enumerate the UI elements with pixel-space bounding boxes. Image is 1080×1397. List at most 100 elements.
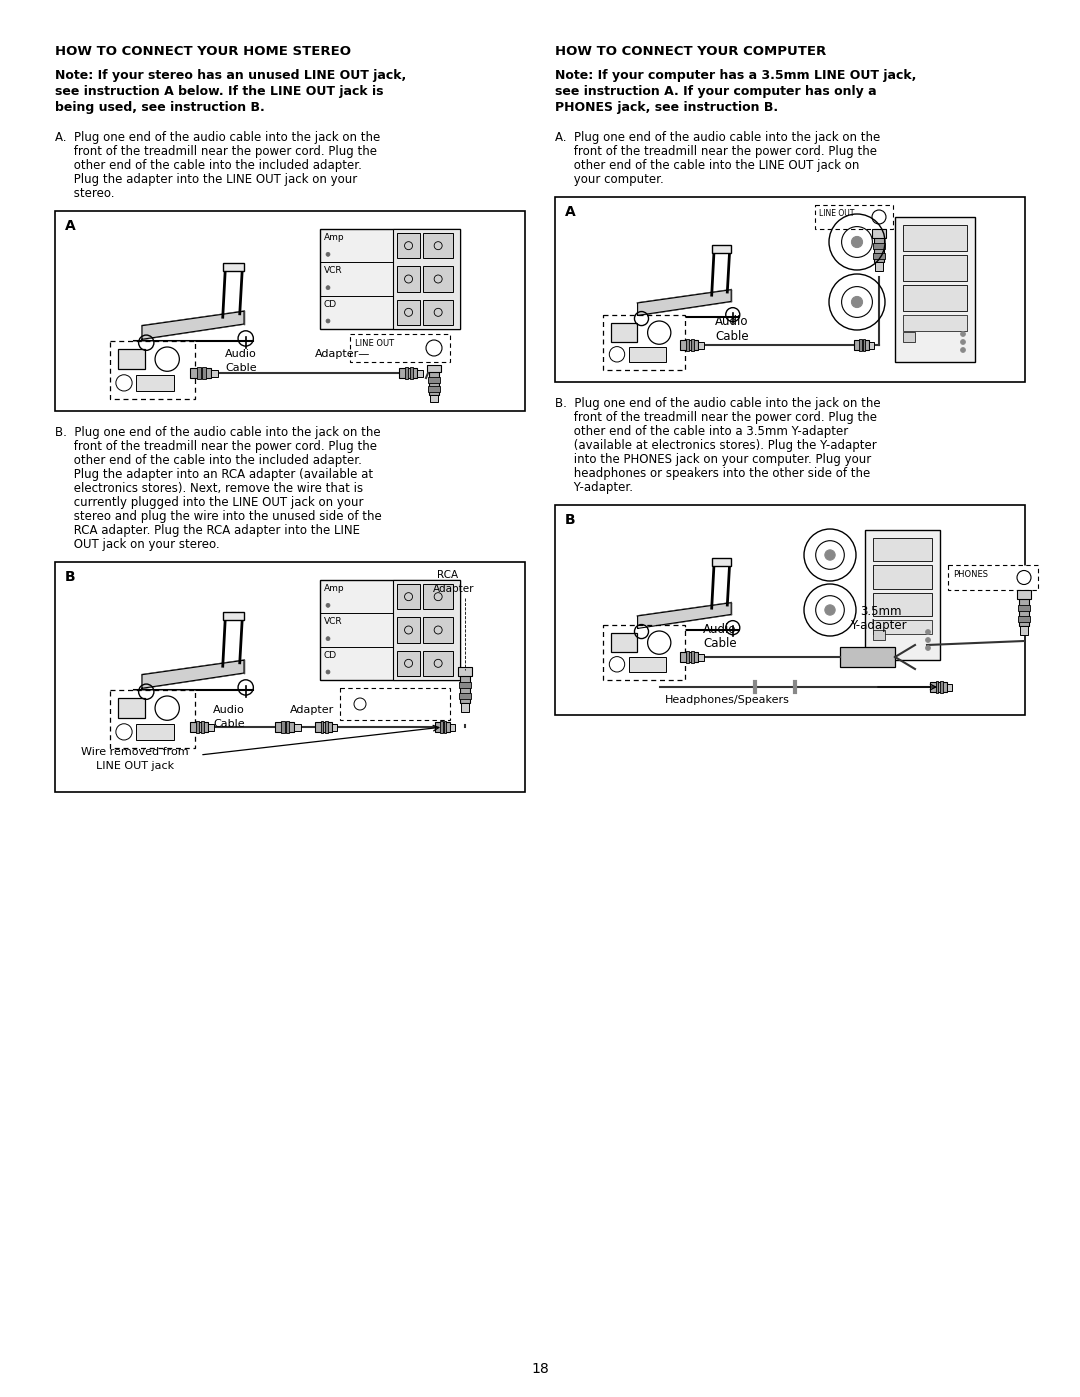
Text: A.  Plug one end of the audio cable into the jack on the: A. Plug one end of the audio cable into … <box>55 131 380 144</box>
Text: Plug the adapter into the LINE OUT jack on your: Plug the adapter into the LINE OUT jack … <box>55 173 357 186</box>
Bar <box>282 721 285 733</box>
Bar <box>315 722 332 732</box>
Text: VCR: VCR <box>324 617 342 626</box>
Circle shape <box>648 321 671 344</box>
Bar <box>1020 626 1028 636</box>
Text: other end of the cable into the included adapter.: other end of the cable into the included… <box>55 454 362 467</box>
Bar <box>197 367 201 379</box>
Bar <box>393 229 460 330</box>
Text: Cable: Cable <box>715 330 748 344</box>
Bar <box>865 529 940 659</box>
Text: being used, see instruction B.: being used, see instruction B. <box>55 101 265 115</box>
Bar <box>712 559 731 566</box>
Circle shape <box>326 319 330 323</box>
Bar <box>396 617 420 643</box>
Bar <box>903 285 967 312</box>
Text: Audio: Audio <box>703 623 737 636</box>
Bar <box>873 630 885 640</box>
Circle shape <box>960 339 966 345</box>
Bar <box>460 671 470 703</box>
Bar <box>459 693 471 698</box>
Bar <box>399 367 417 379</box>
Bar <box>332 724 337 731</box>
Circle shape <box>825 550 835 560</box>
Bar <box>935 680 939 693</box>
Bar <box>873 620 932 634</box>
Bar <box>396 300 420 326</box>
Text: HOW TO CONNECT YOUR HOME STEREO: HOW TO CONNECT YOUR HOME STEREO <box>55 45 351 59</box>
Bar <box>190 367 211 379</box>
Bar <box>930 682 947 692</box>
Circle shape <box>326 253 330 256</box>
Bar <box>873 538 932 562</box>
Text: LINE OUT: LINE OUT <box>819 210 854 218</box>
Bar <box>686 339 689 351</box>
Bar <box>875 263 883 271</box>
Bar <box>680 652 698 662</box>
Bar <box>275 722 294 732</box>
Bar <box>136 724 174 740</box>
Text: electronics stores). Next, remove the wire that is: electronics stores). Next, remove the wi… <box>55 482 363 495</box>
Circle shape <box>960 331 966 337</box>
Circle shape <box>926 637 931 643</box>
Text: into the PHONES jack on your computer. Plug your: into the PHONES jack on your computer. P… <box>555 453 872 467</box>
Circle shape <box>156 346 179 372</box>
Text: stereo.: stereo. <box>55 187 114 200</box>
Text: stereo and plug the wire into the unused side of the: stereo and plug the wire into the unused… <box>55 510 381 522</box>
Bar <box>458 666 472 676</box>
Circle shape <box>116 374 132 391</box>
Bar <box>1020 592 1029 626</box>
Text: Audio: Audio <box>715 314 748 328</box>
Bar <box>55 211 525 411</box>
Text: Adapter: Adapter <box>433 584 474 594</box>
Bar <box>629 657 666 672</box>
Bar <box>873 566 932 588</box>
Bar <box>423 267 454 292</box>
Text: RCA: RCA <box>437 570 458 580</box>
Circle shape <box>609 657 624 672</box>
Text: LINE OUT: LINE OUT <box>355 339 394 348</box>
Bar <box>350 334 450 362</box>
Text: A: A <box>565 205 576 219</box>
Text: Amp: Amp <box>324 233 345 242</box>
Bar <box>611 323 637 342</box>
Circle shape <box>851 236 863 247</box>
Bar <box>1018 616 1030 622</box>
Text: front of the treadmill near the power cord. Plug the: front of the treadmill near the power co… <box>555 145 877 158</box>
Text: B.  Plug one end of the audio cable into the jack on the: B. Plug one end of the audio cable into … <box>55 426 380 439</box>
Bar <box>423 233 454 258</box>
Bar <box>895 217 975 362</box>
Text: PHONES: PHONES <box>953 570 988 578</box>
Bar <box>603 314 685 370</box>
Bar <box>854 339 869 351</box>
Circle shape <box>326 604 330 608</box>
Bar <box>1018 605 1030 610</box>
Text: CD: CD <box>324 651 337 659</box>
Bar <box>859 339 862 351</box>
Bar <box>110 690 195 747</box>
Text: currently plugged into the LINE OUT jack on your: currently plugged into the LINE OUT jack… <box>55 496 364 509</box>
Bar <box>202 367 206 379</box>
Bar <box>872 229 886 237</box>
Bar <box>873 253 885 258</box>
Text: other end of the cable into the LINE OUT jack on: other end of the cable into the LINE OUT… <box>555 159 860 172</box>
Text: Audio: Audio <box>213 705 245 715</box>
Bar <box>222 612 244 620</box>
Polygon shape <box>141 312 244 339</box>
Bar <box>435 722 450 732</box>
Bar <box>55 562 525 792</box>
Text: B: B <box>65 570 76 584</box>
Text: Note: If your computer has a 3.5mm LINE OUT jack,: Note: If your computer has a 3.5mm LINE … <box>555 68 916 82</box>
Bar <box>427 365 441 372</box>
Text: Y-adapter.: Y-adapter. <box>555 481 633 495</box>
Bar <box>903 316 967 331</box>
Bar <box>393 580 460 680</box>
Text: VCR: VCR <box>324 267 342 275</box>
Bar <box>444 721 446 733</box>
Text: RCA adapter. Plug the RCA adapter into the LINE: RCA adapter. Plug the RCA adapter into t… <box>55 524 360 536</box>
Bar <box>555 197 1025 381</box>
Text: 3.5mm: 3.5mm <box>860 605 902 617</box>
Text: OUT jack on your stereo.: OUT jack on your stereo. <box>55 538 219 550</box>
Bar <box>629 346 666 362</box>
Text: Headphones/Speakers: Headphones/Speakers <box>665 694 789 705</box>
